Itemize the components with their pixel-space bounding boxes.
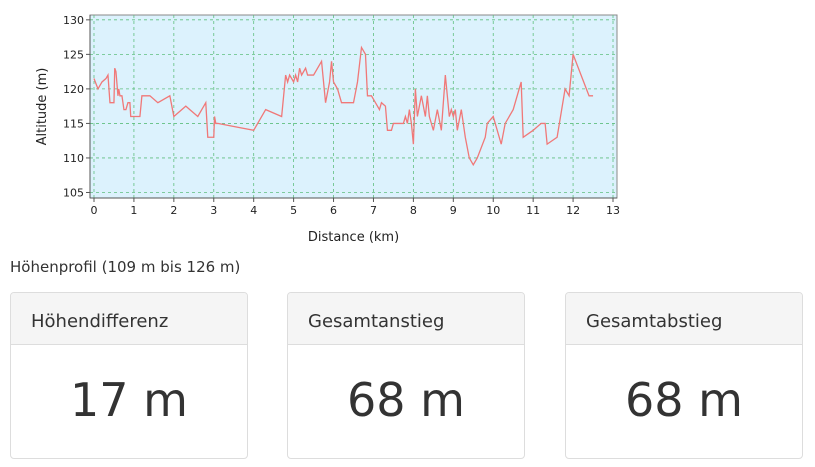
card-title: Höhendifferenz: [11, 293, 247, 345]
stat-card: Gesamtabstieg 68 m: [565, 292, 803, 459]
x-tick-label: 4: [250, 204, 257, 217]
y-tick-label: 120: [63, 83, 84, 96]
x-tick-label: 12: [566, 204, 580, 217]
plot-area: [89, 14, 618, 199]
x-tick-label: 11: [526, 204, 540, 217]
card-value: 68 m: [347, 373, 465, 427]
y-tick-label: 130: [63, 14, 84, 27]
y-tick-label: 105: [63, 186, 84, 199]
x-tick-label: 6: [330, 204, 337, 217]
stat-card: Höhendifferenz 17 m: [10, 292, 248, 459]
card-title: Gesamtabstieg: [566, 293, 802, 345]
x-tick-label: 7: [370, 204, 377, 217]
x-tick-label: 5: [290, 204, 297, 217]
y-tick-label: 110: [63, 152, 84, 165]
card-title: Gesamtanstieg: [288, 293, 524, 345]
caption: Höhenprofil (109 m bis 126 m): [10, 258, 241, 276]
card-value: 17 m: [70, 373, 188, 427]
x-tick-label: 3: [210, 204, 217, 217]
y-tick-label: 125: [63, 48, 84, 61]
y-tick-label: 115: [63, 117, 84, 130]
x-tick-label: 10: [486, 204, 500, 217]
stat-card: Gesamtanstieg 68 m: [287, 292, 525, 459]
x-tick-label: 1: [130, 204, 137, 217]
x-tick-label: 13: [606, 204, 620, 217]
x-tick-label: 0: [90, 204, 97, 217]
elevation-line: [93, 45, 594, 167]
x-tick-label: 2: [170, 204, 177, 217]
x-tick-label: 8: [410, 204, 417, 217]
x-axis-label: Distance (km): [308, 230, 399, 245]
card-value: 68 m: [625, 373, 743, 427]
x-tick-label: 9: [450, 204, 457, 217]
y-axis-label: Altitude (m): [35, 68, 50, 146]
